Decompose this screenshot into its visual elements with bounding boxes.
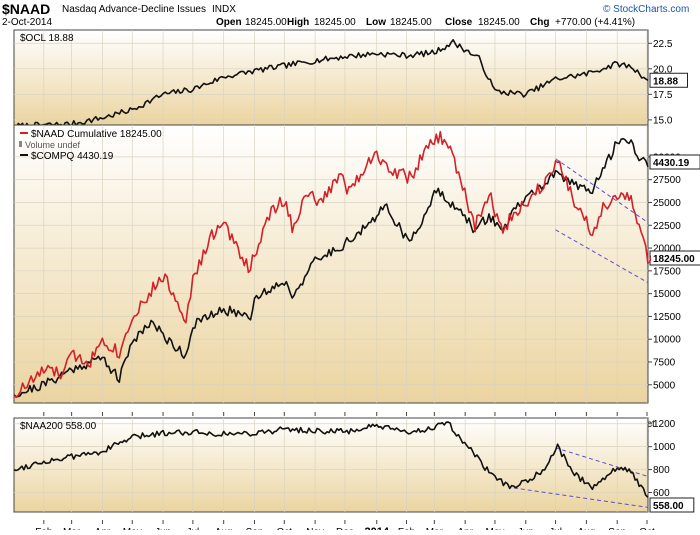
volume-icon xyxy=(19,141,22,147)
y-tick-label: 22.5 xyxy=(653,39,673,50)
trendline xyxy=(555,229,649,284)
chg-value: +770.00 (+4.41%) xyxy=(555,17,635,28)
close-label: Close xyxy=(445,17,473,28)
legend-compq: $COMPQ 4430.19 xyxy=(31,151,114,162)
y-tick-label: 17.5 xyxy=(653,90,673,101)
y-tick-label: 22500 xyxy=(653,221,681,232)
naa200-panel: 600 800 1000 1200 $NAA200 558.00 558.00 xyxy=(13,417,695,513)
naad-pointer xyxy=(648,255,651,265)
watermark: © StockCharts.com xyxy=(603,4,689,15)
x-axis-bottom: FebMarAprMayJunJulAugSepOctNovDec2014Feb… xyxy=(35,520,655,535)
y-tick-label: 5000 xyxy=(653,380,676,391)
exchange-label: INDX xyxy=(212,4,236,15)
legend-volume: Volume undef xyxy=(25,140,81,150)
trendline xyxy=(513,487,649,508)
y-tick-label: 20000 xyxy=(653,244,681,255)
chg-label: Chg xyxy=(530,17,549,28)
panel-background xyxy=(13,417,649,513)
last-value-box xyxy=(649,72,688,88)
y-tick-label: 17500 xyxy=(653,266,681,277)
panel-background xyxy=(13,29,649,126)
y-tick-label: 27500 xyxy=(653,175,681,186)
ocl-title: $OCL 18.88 xyxy=(20,33,74,44)
y-tick-label: 15000 xyxy=(653,289,681,300)
trendline xyxy=(555,158,649,223)
panel-background xyxy=(13,124,649,404)
y-tick-label: 600 xyxy=(653,488,670,499)
symbol-label: $NAAD xyxy=(2,1,50,17)
y-tick-label: 12500 xyxy=(653,312,681,323)
x-tick-label: 2014 xyxy=(364,526,389,530)
last-value-box xyxy=(649,497,695,513)
close-value: 18245.00 xyxy=(478,17,520,28)
y-tick-label: 20.0 xyxy=(653,64,673,75)
y-tick-label: 1200 xyxy=(653,419,676,430)
last-value-box xyxy=(649,250,700,266)
naa200-title: $NAA200 558.00 xyxy=(20,421,97,432)
low-label: Low xyxy=(366,17,386,28)
last-value-label: 18245.00 xyxy=(653,254,695,265)
naad-panel: 5000 7500 10000 12500 15000 17500 20000 22500 25… xyxy=(13,124,700,404)
open-value: 18245.00 xyxy=(245,17,287,28)
naa200-line xyxy=(13,421,649,498)
high-label: High xyxy=(287,17,309,28)
last-value-label: 558.00 xyxy=(653,501,684,512)
last-value-box xyxy=(649,154,700,170)
last-value-label: 4430.19 xyxy=(653,158,690,169)
y-tick-label: 800 xyxy=(653,465,670,476)
open-label: Open xyxy=(216,17,242,28)
trendline xyxy=(555,447,649,477)
ocl-line xyxy=(13,39,649,129)
naad-line xyxy=(13,130,649,399)
high-value: 18245.00 xyxy=(314,17,356,28)
compq-line xyxy=(13,137,649,398)
y-tick-label: 15.0 xyxy=(653,115,673,126)
symbol-name-label: Nasdaq Advance-Decline Issues xyxy=(62,4,206,15)
y-tick-label: 25000 xyxy=(653,198,681,209)
legend-naad: $NAAD Cumulative 18245.00 xyxy=(31,129,162,140)
low-value: 18245.00 xyxy=(390,17,432,28)
date-label: 2-Oct-2014 xyxy=(2,17,52,28)
y-tick-label: 7500 xyxy=(653,357,676,368)
y-tick-label: 10000 xyxy=(653,335,681,346)
last-value-label: 18.88 xyxy=(653,76,678,87)
ocl-panel: 15.0 17.5 20.0 22.5 $OCL 18.88 18.88 xyxy=(13,29,688,129)
y-tick-label: 1000 xyxy=(653,442,676,453)
